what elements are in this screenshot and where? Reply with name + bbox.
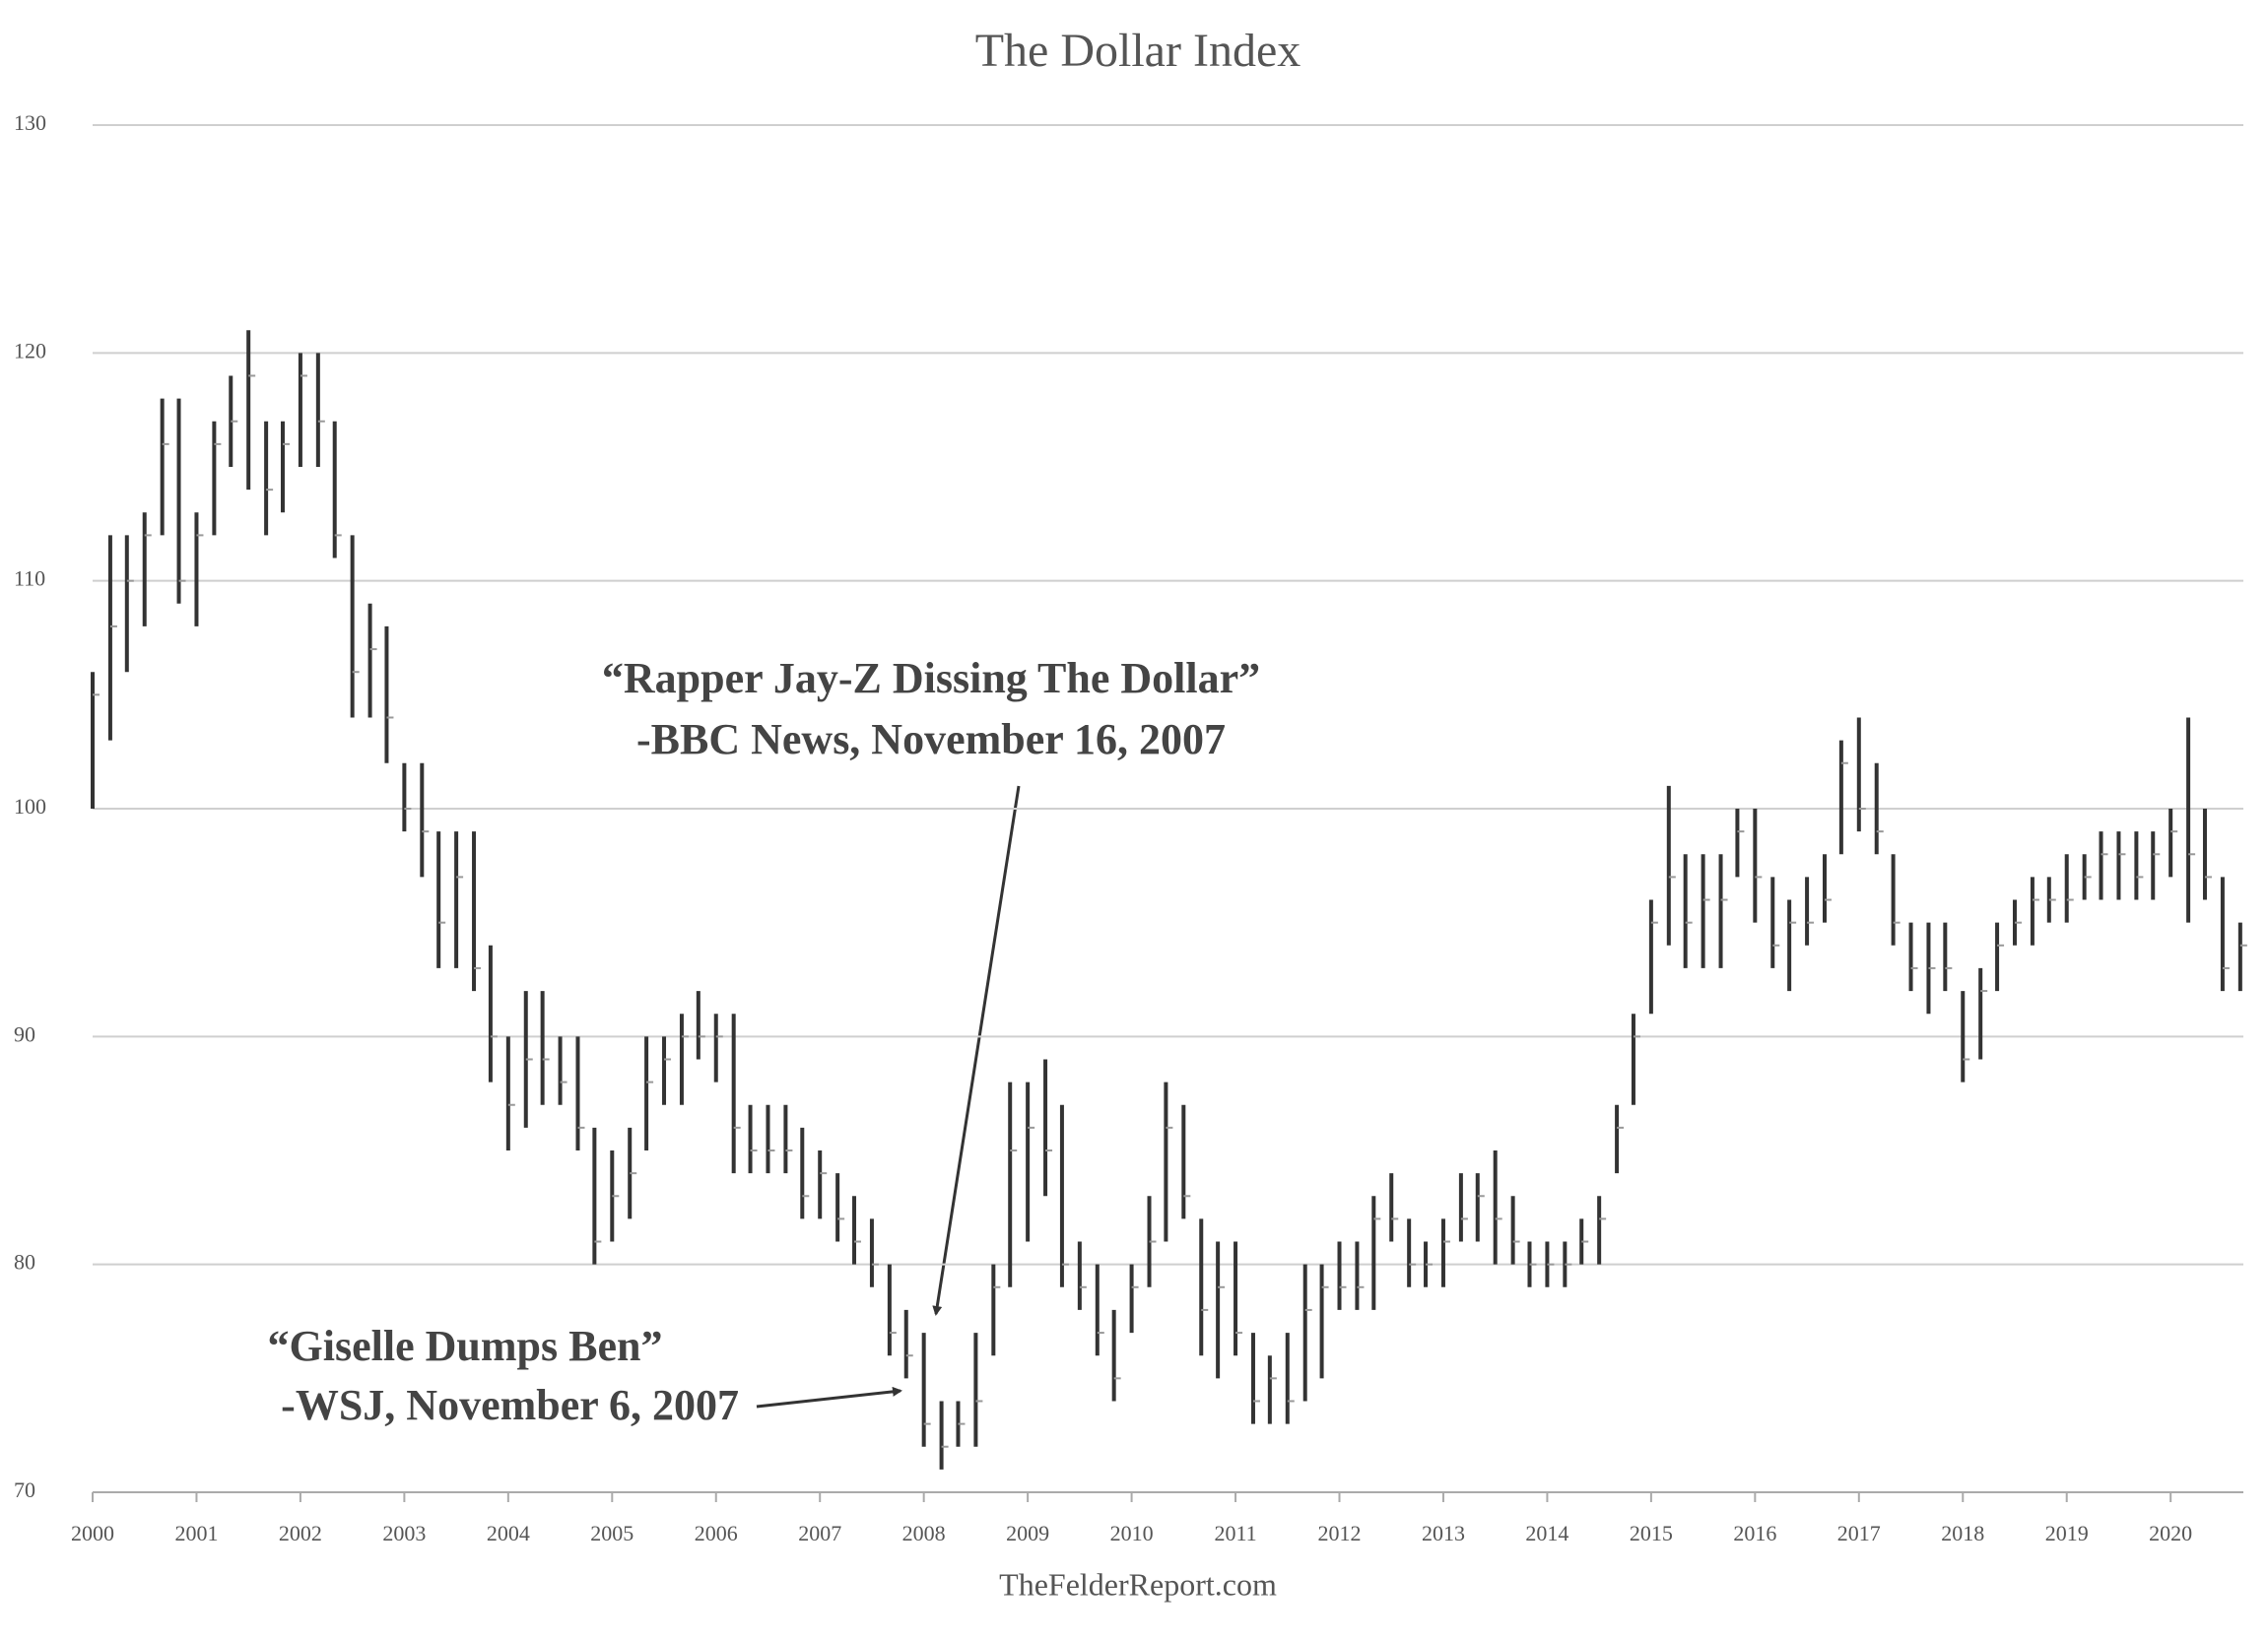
x-tick-label: 2006 bbox=[695, 1521, 738, 1545]
x-tick-label: 2013 bbox=[1422, 1521, 1465, 1545]
x-tick-label: 2020 bbox=[2149, 1521, 2192, 1545]
annotation: “Rapper Jay-Z Dissing The Dollar” bbox=[602, 654, 1260, 702]
x-tick-label: 2008 bbox=[902, 1521, 946, 1545]
x-tick-label: 2005 bbox=[590, 1521, 634, 1545]
x-tick-label: 2015 bbox=[1630, 1521, 1673, 1545]
x-tick-label: 2003 bbox=[382, 1521, 426, 1545]
y-tick-label: 70 bbox=[14, 1477, 35, 1502]
annotation: -WSJ, November 6, 2007 bbox=[281, 1381, 739, 1429]
y-tick-label: 110 bbox=[14, 566, 45, 591]
y-tick-label: 100 bbox=[14, 794, 46, 819]
y-tick-label: 80 bbox=[14, 1250, 35, 1275]
x-tick-label: 2009 bbox=[1006, 1521, 1049, 1545]
x-tick-label: 2019 bbox=[2045, 1521, 2089, 1545]
source: TheFelderReport.com bbox=[999, 1566, 1277, 1602]
annotation: -BBC News, November 16, 2007 bbox=[636, 715, 1226, 763]
x-tick-label: 2017 bbox=[1837, 1521, 1881, 1545]
x-tick-label: 2018 bbox=[1941, 1521, 1984, 1545]
x-tick-label: 2012 bbox=[1318, 1521, 1362, 1545]
x-tick-label: 2014 bbox=[1525, 1521, 1568, 1545]
x-tick-label: 2001 bbox=[174, 1521, 218, 1545]
annotation-arrow bbox=[932, 785, 1021, 1316]
y-tick-label: 90 bbox=[14, 1021, 35, 1046]
x-tick-label: 2000 bbox=[71, 1521, 114, 1545]
x-tick-label: 2011 bbox=[1214, 1521, 1256, 1545]
x-tick-label: 2007 bbox=[798, 1521, 841, 1545]
y-tick-label: 120 bbox=[14, 338, 46, 362]
annotation: “Giselle Dumps Ben” bbox=[268, 1322, 663, 1370]
x-tick-label: 2016 bbox=[1733, 1521, 1776, 1545]
y-tick-label: 130 bbox=[14, 110, 46, 135]
x-tick-label: 2010 bbox=[1110, 1521, 1154, 1545]
annotation-arrow bbox=[756, 1386, 902, 1409]
x-tick-label: 2004 bbox=[487, 1521, 530, 1545]
chart-title: The Dollar Index bbox=[975, 25, 1301, 77]
x-tick-label: 2002 bbox=[279, 1521, 322, 1545]
